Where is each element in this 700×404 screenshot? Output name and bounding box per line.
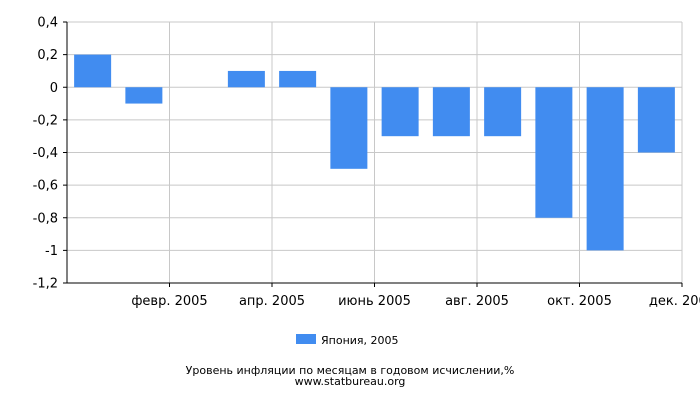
legend-label: Япония, 2005	[321, 334, 399, 347]
x-tick-labels: февр. 2005 апр. 2005 июнь 2005 авг. 2005 окт…	[131, 294, 700, 309]
bar-янв. 2005[interactable]	[74, 54, 112, 88]
bar-авг. 2005[interactable]	[432, 87, 470, 137]
y-tick-label: 0	[50, 81, 58, 96]
bar-нояб. 2005[interactable]	[586, 87, 624, 251]
y-tick-label: -1,2	[33, 277, 58, 292]
x-tick-label: февр. 2005	[131, 294, 207, 309]
bar-июль 2005[interactable]	[381, 87, 419, 137]
y-tick-label: -0,8	[33, 211, 58, 226]
bar-февр. 2005[interactable]	[125, 87, 163, 104]
bar-апр. 2005[interactable]	[227, 70, 265, 88]
y-tick-label: 0,4	[37, 16, 58, 31]
y-tick-label: 0,2	[37, 48, 58, 63]
axes	[63, 21, 683, 287]
x-tick-label: дек. 2005	[649, 294, 700, 309]
x-tick-label: окт. 2005	[547, 294, 612, 309]
y-tick-label: -0,2	[33, 113, 58, 128]
bar-июнь 2005[interactable]	[330, 87, 368, 169]
chart-title: Уровень инфляции по месяцам в годовом ис…	[186, 364, 515, 377]
y-tick-label: -0,4	[33, 146, 58, 161]
bar-сент. 2005[interactable]	[484, 87, 522, 137]
x-tick-label: июнь 2005	[338, 294, 411, 309]
source-caption: www.statbureau.org	[295, 375, 406, 388]
bar-май 2005[interactable]	[279, 70, 317, 88]
legend-swatch	[296, 334, 316, 344]
bar-дек. 2005[interactable]	[637, 87, 675, 153]
bar-окт. 2005[interactable]	[535, 87, 573, 218]
gridlines	[67, 21, 683, 284]
x-tick-label: апр. 2005	[239, 294, 305, 309]
y-tick-label: -1	[45, 244, 58, 259]
y-tick-label: -0,6	[33, 179, 58, 194]
legend[interactable]: Япония, 2005	[296, 334, 399, 347]
bars	[74, 54, 675, 251]
y-tick-labels: 0,4 0,2 0 -0,2 -0,4 -0,6 -0,8 -1 -1,2	[33, 16, 58, 292]
x-tick-label: авг. 2005	[445, 294, 509, 309]
